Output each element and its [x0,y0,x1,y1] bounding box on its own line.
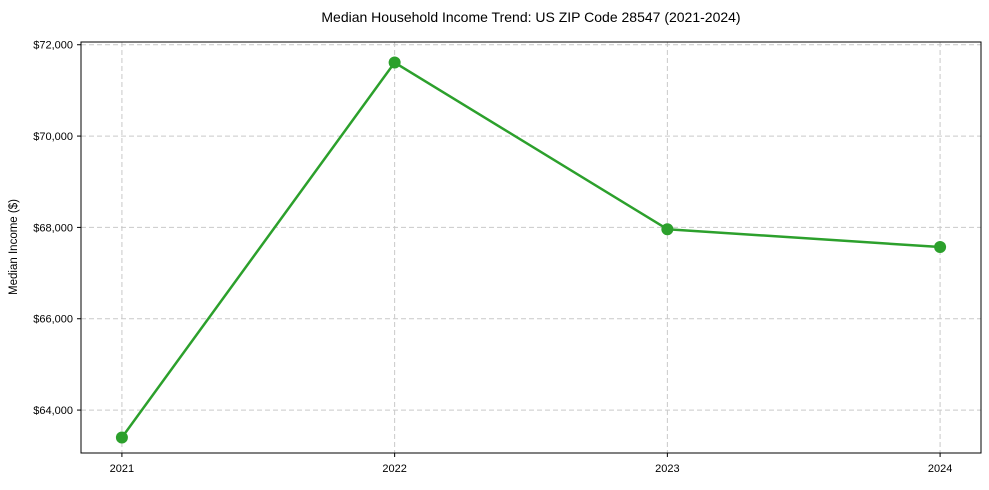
trend-line [120,61,942,439]
y-tick-label: $72,000 [33,40,73,52]
y-tick-label: $70,000 [33,131,73,143]
x-tick-label: 2024 [928,463,952,475]
x-tick-label: 2021 [110,463,134,475]
y-tick-label: $68,000 [33,222,73,234]
data-point-marker [115,431,128,444]
data-point-marker [934,241,947,254]
plot-border [80,41,982,454]
chart-title: Median Household Income Trend: US ZIP Co… [321,9,741,25]
y-tick-label: $64,000 [33,405,73,417]
x-tick-label: 2022 [382,463,406,475]
x-tick-label: 2023 [655,463,679,475]
y-tick-label: $66,000 [33,314,73,326]
data-point-marker [388,56,401,69]
data-point-marker [661,223,674,236]
